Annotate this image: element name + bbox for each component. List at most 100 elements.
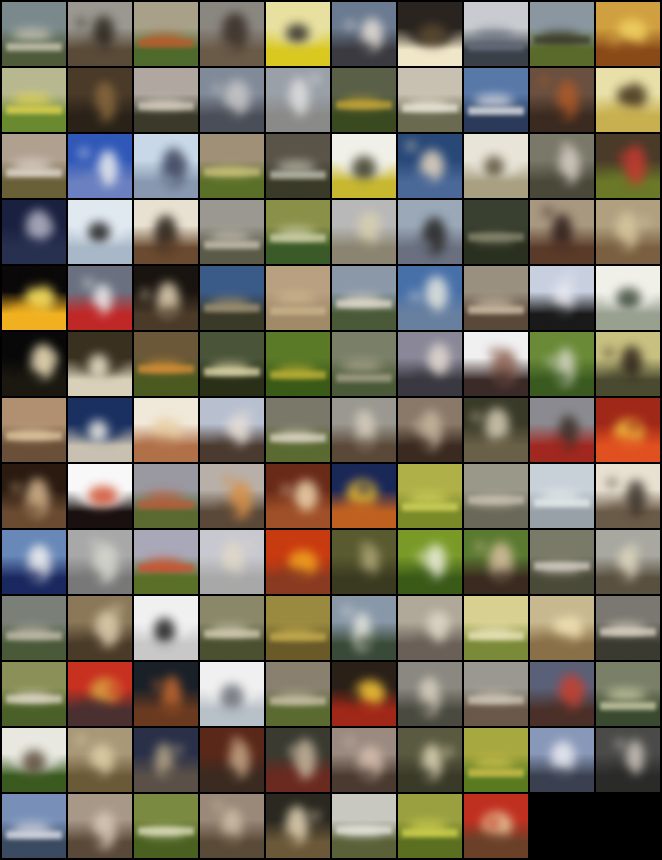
paint-band [270,370,326,379]
paint-blob [270,178,320,194]
sample-tile [134,662,198,726]
sample-tile [530,530,594,594]
paint-blob [354,438,377,452]
paint-blob [218,768,241,782]
sample-tile [2,332,66,396]
paint-band [270,633,326,642]
paint-band [336,826,392,835]
paint-blob [212,83,223,94]
paint-blob [342,180,388,194]
paint-band [138,564,194,573]
paint-blob [620,346,643,378]
sample-tile [200,2,264,66]
paint-blob [226,414,250,446]
sample-tile [464,596,528,660]
sample-tile [68,332,132,396]
paint-blob [272,568,312,588]
paint-blob [21,372,44,386]
paint-blob [154,618,176,646]
paint-band [6,694,62,703]
paint-blob [336,310,386,326]
sample-tile [200,530,264,594]
sample-tile [596,596,660,660]
paint-blob [408,48,454,62]
paint-blob [90,539,101,550]
paint-blob [280,485,291,496]
sample-tile [464,398,528,462]
sample-tile [596,464,660,528]
paint-band [402,503,458,511]
paint-band [600,701,656,710]
sample-tile [332,2,396,66]
paint-blob [88,222,111,244]
paint-blob [6,640,56,656]
paint-blob [204,640,254,656]
sample-tile [200,266,264,330]
sample-tile [332,728,396,792]
paint-blob [216,42,239,56]
paint-blob [158,306,181,320]
sample-tile [134,266,198,330]
paint-blob [11,483,22,494]
paint-blob [336,838,386,854]
sample-tile [134,794,198,858]
paint-blob [106,681,123,698]
paint-blob [623,145,647,186]
paint-blob [81,834,104,848]
sample-tile [332,530,396,594]
paint-blob [370,215,381,226]
sample-tile [2,728,66,792]
sample-tile [332,266,396,330]
sample-tile [266,728,330,792]
paint-blob [490,372,513,386]
sample-tile [68,662,132,726]
paint-blob [223,474,234,485]
paint-blob [629,543,640,554]
paint-blob [21,240,44,254]
paint-blob [83,278,94,289]
paint-blob [276,292,316,305]
paint-blob [474,94,514,107]
paint-blob [488,346,499,357]
paint-blob [602,436,642,456]
sample-tile [464,68,528,132]
paint-blob [564,272,575,282]
sample-tile [332,332,396,396]
sample-tile [398,134,462,198]
paint-blob [270,640,320,656]
paint-blob [79,174,102,188]
sample-tile [464,728,528,792]
sample-tile [68,68,132,132]
paint-blob [6,838,56,854]
paint-blob [345,736,356,747]
paint-blob [92,16,115,48]
paint-band [336,100,392,109]
paint-blob [550,768,573,782]
paint-band [534,498,590,507]
paint-blob [560,141,571,152]
paint-band [336,373,392,382]
paint-blob [6,112,56,128]
paint-band [204,167,260,176]
paint-band [270,696,326,705]
paint-blob [618,152,629,163]
paint-blob [22,570,45,584]
paint-blob [484,156,505,178]
sample-tile [200,728,264,792]
paint-blob [468,244,518,260]
paint-blob [81,768,104,782]
sample-tile [2,464,66,528]
paint-blob [217,438,240,452]
sample-tile [464,794,528,858]
sample-tile [2,794,66,858]
paint-blob [266,555,283,572]
sample-tile [332,134,396,198]
paint-blob [354,636,377,650]
paint-blob [406,140,417,151]
sample-tile [134,134,198,198]
paint-blob [274,108,297,122]
paint-blob [603,347,614,358]
sample-tile [200,464,264,528]
paint-blob [625,417,642,434]
paint-blob [288,746,299,757]
